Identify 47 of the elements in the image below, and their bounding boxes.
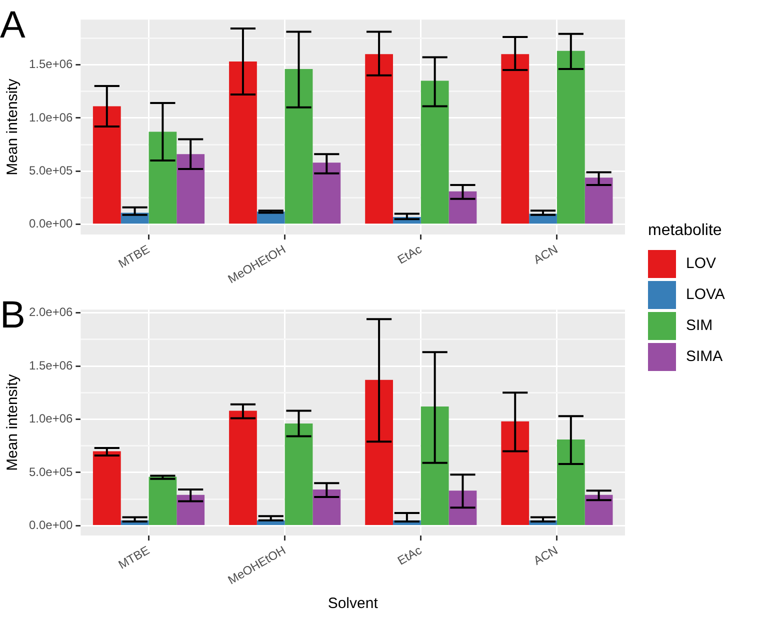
bar [365,54,393,224]
y-tick-label: 0.0e+00 [28,518,74,532]
bar [229,410,257,525]
bar [148,132,177,224]
bar [501,421,530,525]
bar [284,68,313,224]
legend-label: SIMA [686,348,723,365]
x-axis-title: Solvent [328,595,379,612]
y-axis-title: Mean intensity [4,374,22,471]
bar [176,494,205,525]
bar [148,476,177,525]
bar [92,106,121,224]
bar [584,494,613,525]
legend-label: LOVA [686,286,725,303]
bar [365,380,393,525]
bar [420,406,449,525]
x-tick-label: EtAc [395,242,424,267]
bar [312,490,341,525]
bar [229,62,257,224]
x-tick-label: ACN [531,543,560,568]
y-tick-label: 1.5e+06 [28,358,74,372]
y-tick-label: 1.0e+06 [28,110,74,124]
y-tick-label: 1.0e+06 [28,412,74,426]
bar [448,191,477,224]
chart-title: A [0,4,26,46]
x-tick-label: ACN [531,242,560,267]
bar [556,50,585,224]
bar [584,178,613,224]
y-tick-label: 0.0e+00 [28,216,74,231]
legend-label: SIM [686,317,713,334]
bar [501,54,530,224]
bar [284,424,313,525]
legend-label: LOV [686,255,716,272]
y-tick-label: 2.0e+06 [28,305,74,320]
y-tick-label: 5.0e+05 [28,164,74,178]
x-tick-label: EtAc [395,543,424,568]
bar [556,439,585,525]
bar [448,490,477,525]
y-axis-title: Mean intensity [4,78,22,176]
bar [420,80,449,224]
chart-title: B [0,294,26,336]
bar [312,162,341,224]
y-tick-label: 5.0e+05 [28,464,74,479]
y-tick-label: 1.5e+06 [28,57,74,72]
bar [92,451,121,525]
bar [176,154,205,224]
legend-title: metabolite [648,222,723,240]
